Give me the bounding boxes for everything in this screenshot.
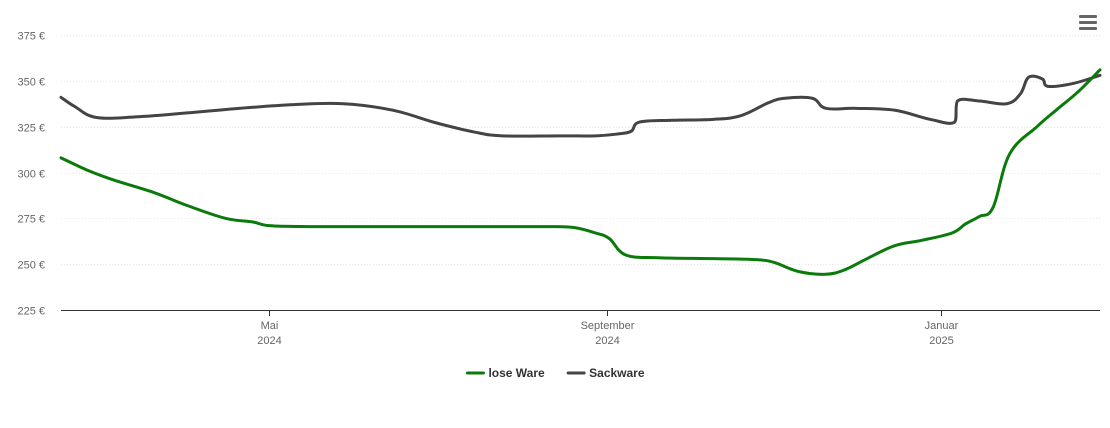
legend-item-sackware[interactable]: Sackware — [566, 366, 645, 380]
series-lines — [59, 68, 1102, 276]
y-axis: 225 € 250 € 275 € 300 € 325 € 350 € 375 € — [17, 31, 45, 318]
y-tick-label: 225 € — [17, 306, 45, 318]
y-tick-label: 275 € — [17, 214, 45, 226]
y-tick-label: 350 € — [17, 77, 45, 89]
legend-label: Sackware — [589, 366, 645, 380]
x-tick-label-year: 2025 — [929, 335, 953, 347]
legend: lose Ware Sackware — [465, 366, 645, 380]
y-tick-label: 325 € — [17, 123, 45, 135]
menu-bar-icon — [1079, 27, 1097, 30]
legend-item-lose-ware[interactable]: lose Ware — [465, 366, 545, 380]
series-line-lose-ware — [59, 68, 1102, 276]
grid-lines — [61, 35, 1100, 265]
x-tick-label-month: September — [581, 320, 635, 332]
x-tick-label-year: 2024 — [257, 335, 281, 347]
menu-bar-icon — [1079, 21, 1097, 24]
chart-menu-button[interactable] — [1077, 12, 1099, 32]
series-line-sackware — [59, 73, 1102, 138]
legend-label: lose Ware — [488, 366, 545, 380]
y-tick-label: 250 € — [17, 260, 45, 272]
x-tick-label-year: 2024 — [595, 335, 619, 347]
x-tick-label-month: Mai — [261, 320, 279, 332]
y-tick-label: 300 € — [17, 169, 45, 181]
y-tick-label: 375 € — [17, 31, 45, 43]
x-tick-label-month: Januar — [925, 320, 959, 332]
menu-bar-icon — [1079, 15, 1097, 18]
x-axis: Mai 2024 September 2024 Januar 2025 — [61, 310, 1100, 347]
